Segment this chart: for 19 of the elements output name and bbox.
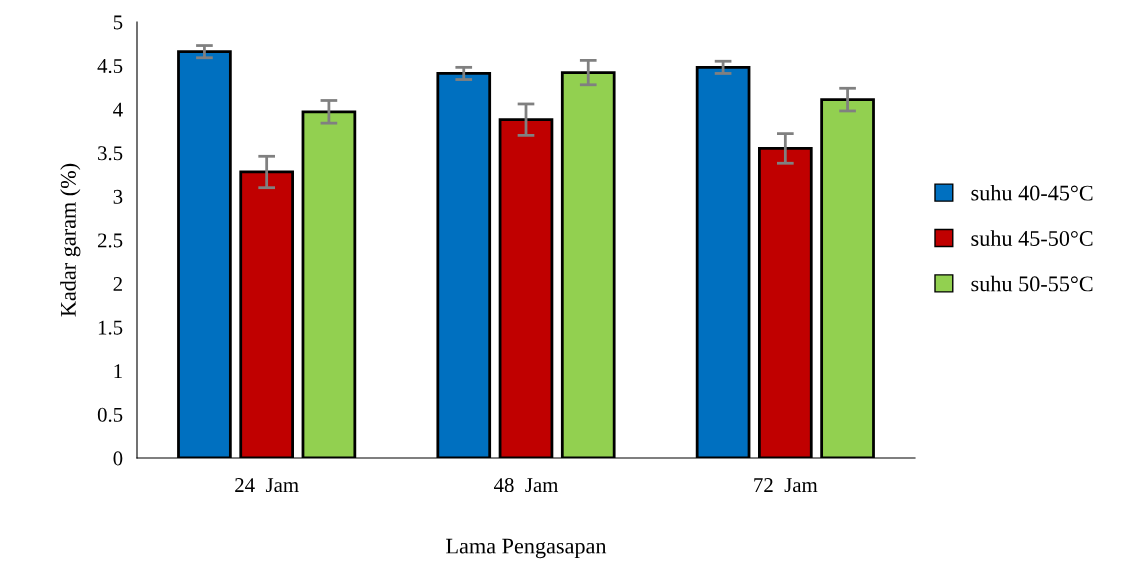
x-tick-label: 72 Jam bbox=[754, 478, 818, 493]
y-tick-label: 5 bbox=[113, 15, 123, 30]
x-axis-title: Lama Pengasapan bbox=[446, 538, 607, 559]
y-axis-title: Kadar garam (%) bbox=[60, 163, 81, 317]
y-tick-label: 0 bbox=[113, 451, 123, 466]
y-tick-label: 2 bbox=[113, 277, 122, 291]
y-tick-label: 1.5 bbox=[98, 320, 123, 335]
legend-label: suhu 50-55°C bbox=[971, 275, 1093, 292]
x-tick-label: 48 Jam bbox=[494, 478, 559, 493]
y-tick-label: 3.5 bbox=[98, 146, 123, 161]
y-tick-label: 1 bbox=[114, 364, 122, 379]
y-tick-label: 2.5 bbox=[97, 233, 123, 248]
x-tick-label: 24 Jam bbox=[235, 478, 299, 493]
legend-label: suhu 45-50°C bbox=[971, 230, 1093, 246]
y-tick-label: 3 bbox=[113, 189, 123, 204]
y-tick-label: 4.5 bbox=[97, 59, 123, 74]
y-tick-label: 4 bbox=[113, 102, 123, 117]
legend-label: suhu 40-45°C bbox=[971, 184, 1093, 201]
y-tick-label: 0.5 bbox=[97, 407, 123, 422]
